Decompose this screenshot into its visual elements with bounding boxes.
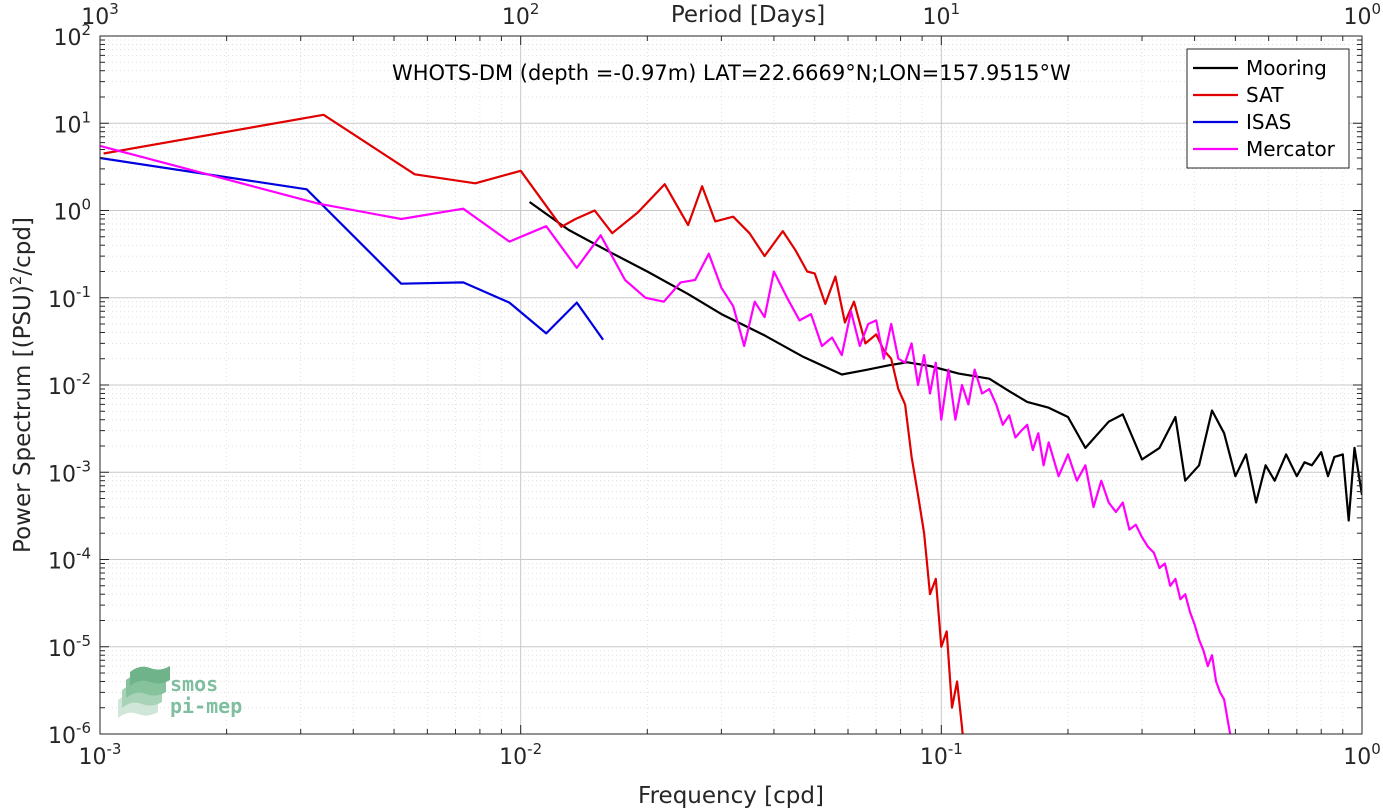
y-tick-label: 10-3 xyxy=(48,457,91,487)
logo-mark-icon xyxy=(118,666,170,718)
x-tick-labels: 10-3 10-2 10-1 100 xyxy=(79,740,1381,770)
x-tick-label: 100 xyxy=(1343,740,1381,770)
y-tick-label: 10-6 xyxy=(48,719,91,749)
y-tick-label: 10-1 xyxy=(48,283,91,313)
top-tick-label: 102 xyxy=(502,0,540,30)
legend: Mooring SAT ISAS Mercator xyxy=(1186,48,1350,169)
series-layer xyxy=(100,113,1362,734)
top-axis-label: Period [Days] xyxy=(671,2,825,28)
top-tick-labels: 103 102 101 100 xyxy=(81,0,1381,30)
series-mooring-line xyxy=(528,201,1362,522)
y-axis-label-tail: /cpd] xyxy=(10,217,36,276)
legend-label-isas: ISAS xyxy=(1246,110,1291,134)
x-axis-label: Frequency [cpd] xyxy=(638,783,824,809)
tick-marks xyxy=(99,35,1363,735)
legend-label-mooring: Mooring xyxy=(1246,56,1327,80)
top-tick-label: 100 xyxy=(1343,0,1381,30)
y-tick-label: 102 xyxy=(53,21,91,51)
y-tick-label: 100 xyxy=(53,196,91,226)
y-axis-label: Power Spectrum [(PSU)2/cpd] xyxy=(7,217,36,553)
legend-label-mercator: Mercator xyxy=(1246,137,1336,161)
smos-logo: smos pi-mep xyxy=(118,666,242,718)
series-mercator-line xyxy=(100,144,1232,734)
y-axis-label-sup: 2 xyxy=(7,276,25,286)
series-sat-line xyxy=(103,113,964,734)
top-tick-label: 103 xyxy=(81,0,119,30)
y-tick-label: 10-4 xyxy=(48,545,91,575)
y-tick-label: 10-2 xyxy=(48,370,91,400)
top-tick-label: 101 xyxy=(923,0,961,30)
x-tick-label: 10-2 xyxy=(499,740,542,770)
y-tick-label: 10-5 xyxy=(48,632,91,662)
y-axis-label-main: Power Spectrum [(PSU) xyxy=(10,285,36,553)
x-tick-label: 10-1 xyxy=(920,740,963,770)
legend-items: Mooring SAT ISAS Mercator xyxy=(1193,56,1336,161)
logo-line2: pi-mep xyxy=(170,694,242,718)
logo-line1: smos xyxy=(170,672,218,696)
y-tick-labels: 10-6 10-5 10-4 10-3 10-2 10-1 100 101 102 xyxy=(48,21,91,749)
chart-title: WHOTS-DM (depth =-0.97m) LAT=22.6669°N;L… xyxy=(392,61,1071,85)
x-tick-label: 10-3 xyxy=(79,740,122,770)
legend-label-sat: SAT xyxy=(1246,83,1284,107)
y-tick-label: 101 xyxy=(53,108,91,138)
